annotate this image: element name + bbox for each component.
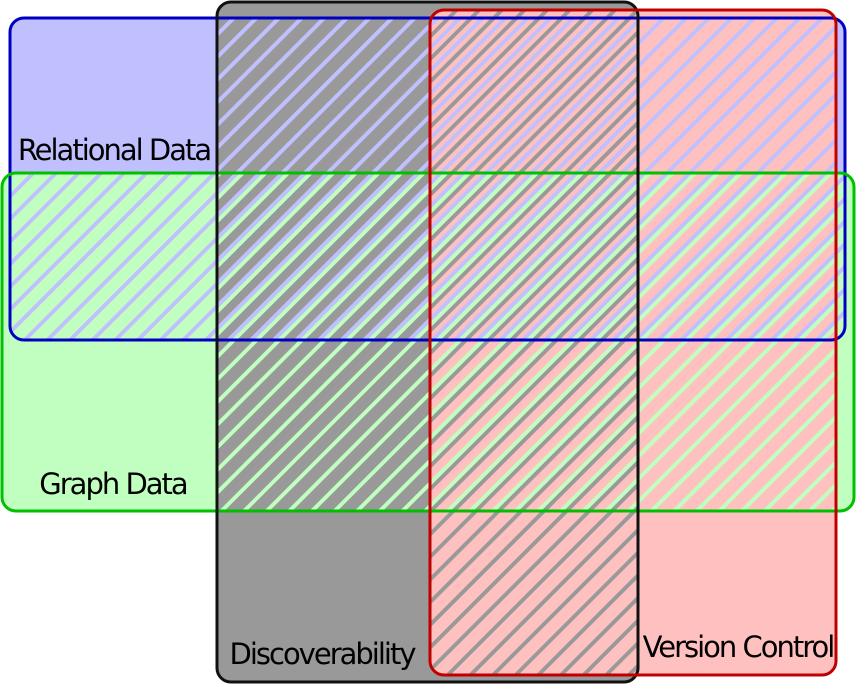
set-label: Discoverability: [230, 637, 417, 671]
set-label: Graph Data: [39, 467, 187, 501]
discoverability-outline: [215, 0, 640, 684]
version-outline: [428, 8, 838, 677]
relational-outline: [8, 16, 847, 342]
set-label: Relational Data: [18, 133, 211, 167]
set-label: Version Control: [643, 630, 834, 664]
version-stripes: [430, 10, 836, 675]
graph-outline: [0, 171, 856, 513]
